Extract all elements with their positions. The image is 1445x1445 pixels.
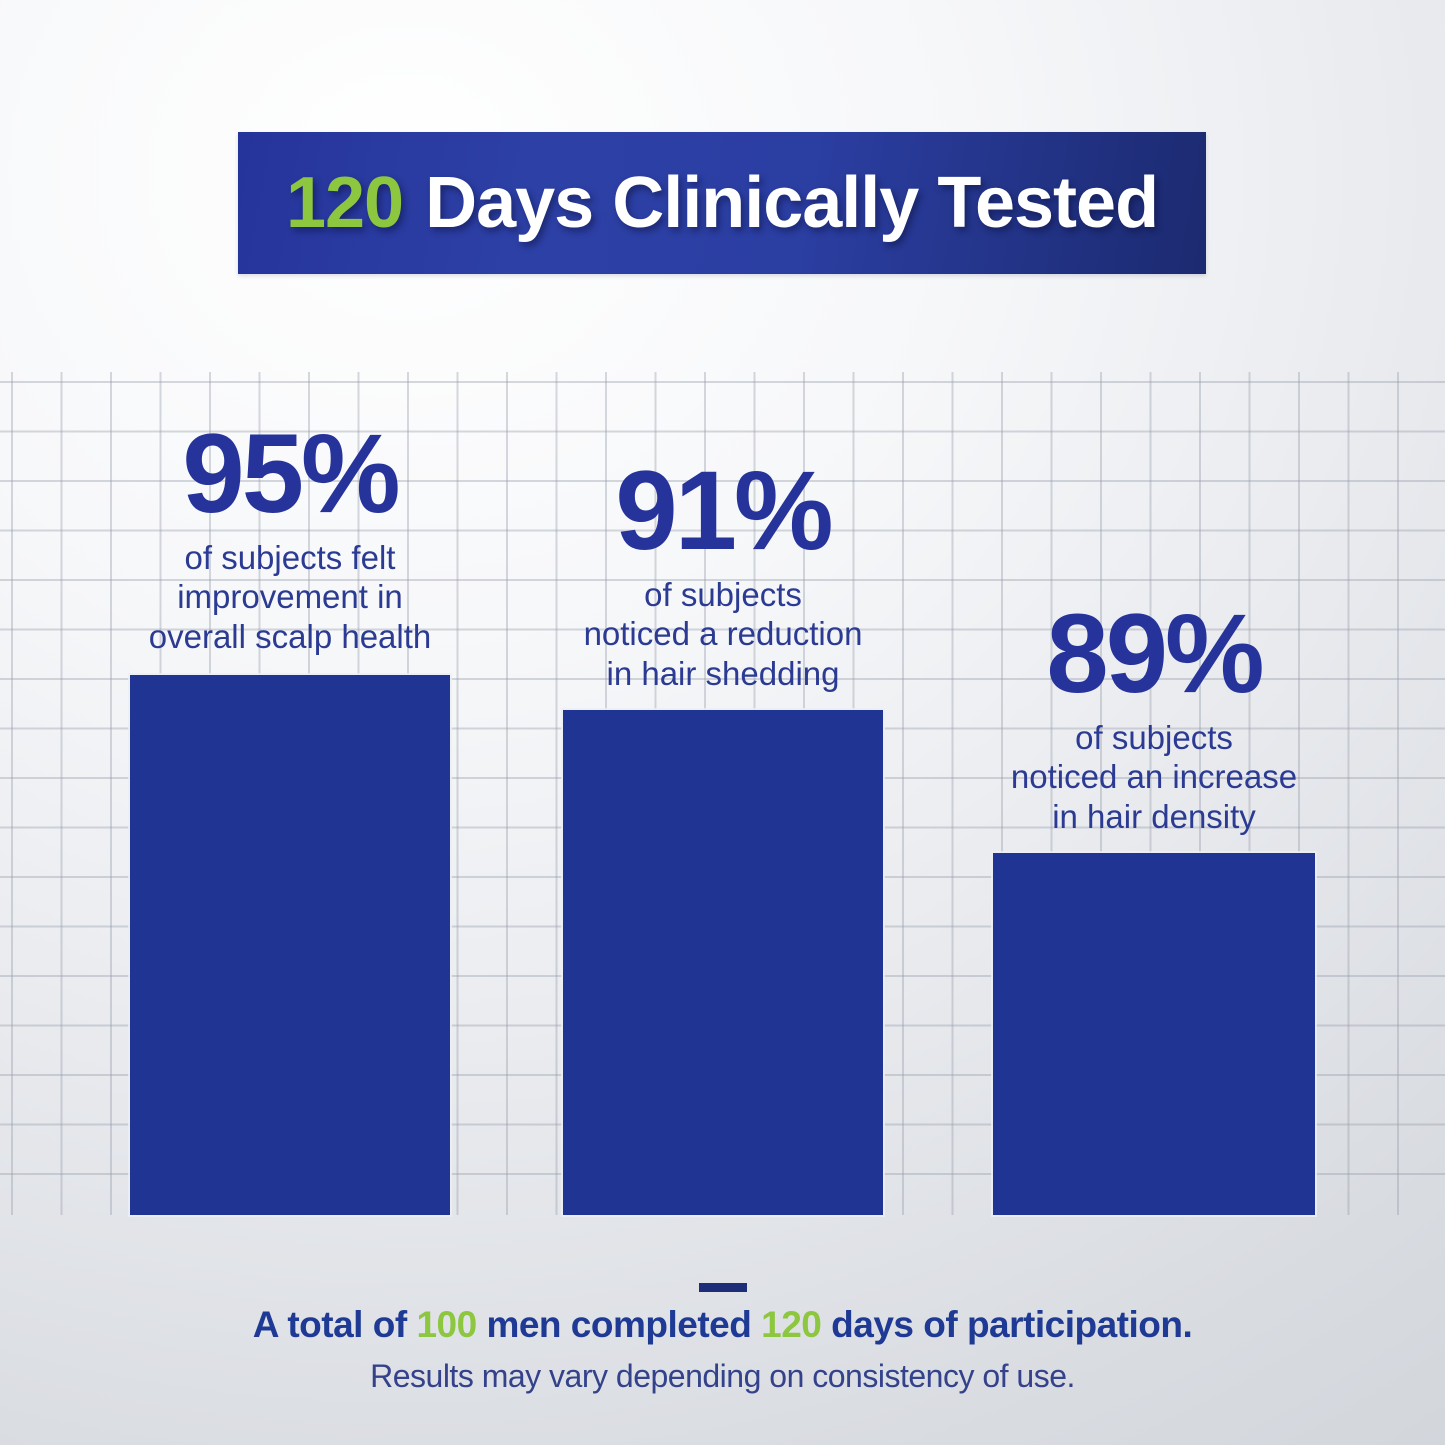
note-prefix: A total of [252,1304,417,1345]
chart-bar [130,675,450,1215]
title-banner: 120 Days Clinically Tested [238,132,1206,274]
stat-block: 89% of subjects noticed an increase in h… [919,598,1389,836]
stat-percentage: 89% [1046,591,1264,716]
footer-divider-dash [699,1283,747,1292]
banner-title-text: Days Clinically Tested [425,163,1159,243]
chart-bar [563,710,883,1215]
stat-caption: of subjects noticed a reduction in hair … [583,576,863,692]
note-suffix: days of participation. [821,1304,1193,1345]
stat-percentage: 95% [182,411,400,536]
chart-bar [993,853,1315,1215]
stat-caption: of subjects felt improvement in overall … [148,539,432,655]
stat-caption: of subjects noticed an increase in hair … [1010,719,1298,835]
bar-column-hair-density: 89% of subjects noticed an increase in h… [993,372,1315,1215]
bar-column-scalp-health: 95% of subjects felt improvement in over… [130,372,450,1215]
footer-disclaimer: Results may vary depending on consistenc… [370,1358,1075,1394]
note-number-days: 120 [761,1304,822,1345]
note-number-men: 100 [416,1304,477,1345]
stat-block: 95% of subjects felt improvement in over… [55,418,525,656]
note-mid: men completed [476,1304,762,1345]
stat-percentage: 91% [615,448,833,573]
footer-note: A total of 100 men completed 120 days of… [0,1303,1445,1347]
bar-column-hair-shedding: 91% of subjects noticed a reduction in h… [563,372,883,1215]
stat-block: 91% of subjects noticed a reduction in h… [488,455,958,693]
banner-highlight-number: 120 [285,163,404,243]
